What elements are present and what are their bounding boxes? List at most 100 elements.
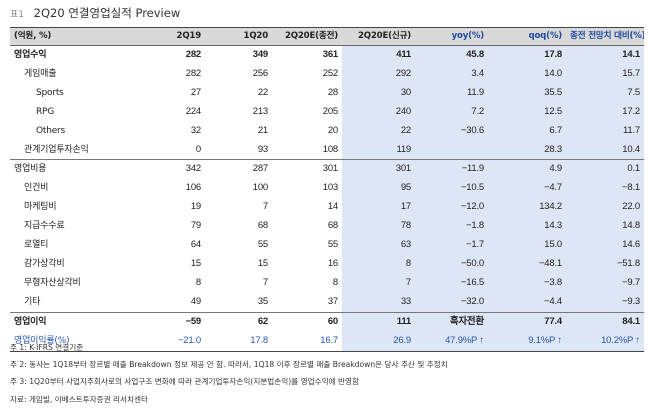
table-cell: −4.4 <box>488 292 566 313</box>
row-label: Sports <box>36 87 64 98</box>
table-cell: 16 <box>327 257 338 269</box>
table-cell: 79 <box>190 220 201 232</box>
table-cell: 55 <box>257 239 268 251</box>
table-cell: 252 <box>322 67 338 79</box>
row-label: 게임매출 <box>24 68 57 79</box>
table-cell: 26.9 <box>342 331 415 352</box>
table-cell: −10.5 <box>415 179 488 199</box>
table-cell: 256 <box>252 67 268 79</box>
table-row: 영업이익 −59 62 60 111 흑자전환 77.4 84.1 <box>10 311 644 332</box>
table-cell: −21.0 <box>138 331 205 352</box>
table-cell: 33 <box>342 292 415 313</box>
table-cell: 349 <box>252 49 268 60</box>
table-cell: −9.3 <box>566 292 644 313</box>
table-title: 2Q20 연결영업실적 Preview <box>33 6 181 20</box>
table-row: 기타 49 35 37 33 −32.0 −4.4 −9.3 <box>10 292 644 313</box>
table-cell: 22 <box>257 86 268 98</box>
table-cell: 15.7 <box>566 64 644 84</box>
table-cell: 15 <box>257 257 268 269</box>
table-cell: −8.1 <box>566 179 644 199</box>
table-row: Sports 27 22 28 30 11.9 35.5 7.5 <box>10 83 644 103</box>
table-caption: 표1 2Q20 연결영업실적 Preview <box>10 5 180 21</box>
table-cell: 17 <box>342 198 415 218</box>
table-cell: 35 <box>257 295 268 307</box>
table-cell: 301 <box>272 159 342 180</box>
footnote: 주 3: 1Q20부터 사업지주회사로의 사업구조 변화에 따라 관계기업투자손… <box>10 377 359 387</box>
table-cell: −48.1 <box>488 254 566 274</box>
table-cell: 28.3 <box>488 140 566 160</box>
table-cell: 282 <box>185 67 201 79</box>
table-cell: 14.8 <box>566 217 644 237</box>
table-cell: 14.0 <box>488 64 566 84</box>
table-cell: 0.1 <box>566 159 644 180</box>
row-label: Others <box>36 125 66 136</box>
table-cell: 292 <box>342 64 415 84</box>
table-cell: 11.7 <box>566 121 644 141</box>
table-cell: 119 <box>342 140 415 160</box>
table-cell: 60 <box>272 311 342 332</box>
earnings-preview-table: (억원, %) 2Q19 1Q20 2Q20E(종전) 2Q20E(신규) yoy(%) q… <box>10 27 644 352</box>
table-row: 무형자산상각비 8 7 8 7 −16.5 −3.8 −9.7 <box>10 273 644 293</box>
table-cell: 8 <box>332 276 338 288</box>
table-cell: 93 <box>257 143 268 155</box>
table-row: RPG 224 213 205 240 7.2 12.5 17.2 <box>10 102 644 122</box>
footnote: 주 1: K-IFRS 연결기준 <box>10 343 84 352</box>
column-header: 2Q20E(종전) <box>272 27 342 46</box>
table-cell: −11.9 <box>415 159 488 180</box>
row-label: 감가상각비 <box>24 258 65 269</box>
table-cell: 7 <box>342 273 415 293</box>
table-cell: 17.2 <box>566 102 644 122</box>
table-cell: 22 <box>342 121 415 141</box>
table-row: 마케팅비 19 7 14 17 −12.0 134.2 22.0 <box>10 198 644 218</box>
table-cell: 84.1 <box>566 311 644 332</box>
column-header: qoq(%) <box>488 27 566 46</box>
table-cell: −59 <box>138 311 205 332</box>
table-cell: 68 <box>327 220 338 232</box>
table-cell: 287 <box>205 159 272 180</box>
table-row: 게임매출 282 256 252 292 3.4 14.0 15.7 <box>10 64 644 84</box>
table-cell: 흑자전환 <box>415 311 488 332</box>
table-cell: 19 <box>190 201 201 213</box>
column-header: 2Q20E(신규) <box>342 27 415 46</box>
table-cell: 95 <box>342 179 415 199</box>
table-cell: −1.7 <box>415 236 488 255</box>
table-cell: 28 <box>327 86 338 98</box>
row-label: 마케팅비 <box>24 202 57 213</box>
table-cell: −3.8 <box>488 273 566 293</box>
column-header: 2Q19 <box>138 27 205 46</box>
footnote: 주 2: 동사는 1Q18부터 장르별 매출 Breakdown 정보 제공 안… <box>10 360 448 370</box>
table-cell: −32.0 <box>415 292 488 313</box>
table-row: 지급수수료 79 68 68 78 −1.8 14.3 14.8 <box>10 217 644 237</box>
column-header: 1Q20 <box>205 27 272 46</box>
column-header: (억원, %) <box>10 27 138 46</box>
row-label: 지급수수료 <box>24 221 65 232</box>
table-cell: 3.4 <box>415 64 488 84</box>
table-row: Others 32 21 20 22 −30.6 6.7 11.7 <box>10 121 644 141</box>
table-row: 영업이익률(%) −21.0 17.8 16.7 26.9 47.9%P ↑ 9.1%P ↑… <box>10 331 644 352</box>
table-cell: 6.7 <box>488 121 566 141</box>
table-row: 영업비용 342 287 301 301 −11.9 4.9 0.1 <box>10 159 644 180</box>
table-cell: −9.7 <box>566 273 644 293</box>
table-cell: 205 <box>322 105 338 117</box>
table-cell: 240 <box>342 102 415 122</box>
table-cell <box>415 140 488 160</box>
table-cell: 17.8 <box>205 331 272 352</box>
table-cell: 103 <box>322 182 338 194</box>
table-cell: −51.8 <box>566 254 644 274</box>
row-label: 관계기업투자손익 <box>24 144 89 155</box>
table-cell: 108 <box>322 143 338 155</box>
table-cell: −30.6 <box>415 121 488 141</box>
table-cell: 100 <box>252 182 268 194</box>
table-cell: −12.0 <box>415 198 488 218</box>
table-cell: −4.7 <box>488 179 566 199</box>
table-cell: 30 <box>342 83 415 103</box>
table-cell: 62 <box>205 311 272 332</box>
table-cell: 106 <box>185 182 201 194</box>
table-cell: 7 <box>262 276 268 288</box>
table-cell: 213 <box>252 105 268 117</box>
table-cell: 55 <box>327 239 338 251</box>
footnotes: 주 1: K-IFRS 연결기준 주 2: 동사는 1Q18부터 장르별 매출 … <box>10 339 650 408</box>
table-cell: 17.8 <box>488 45 566 65</box>
table-cell: 32 <box>190 124 201 136</box>
source-note: 자료: 게임빌, 이베스트투자증권 리서치센터 <box>10 394 148 404</box>
